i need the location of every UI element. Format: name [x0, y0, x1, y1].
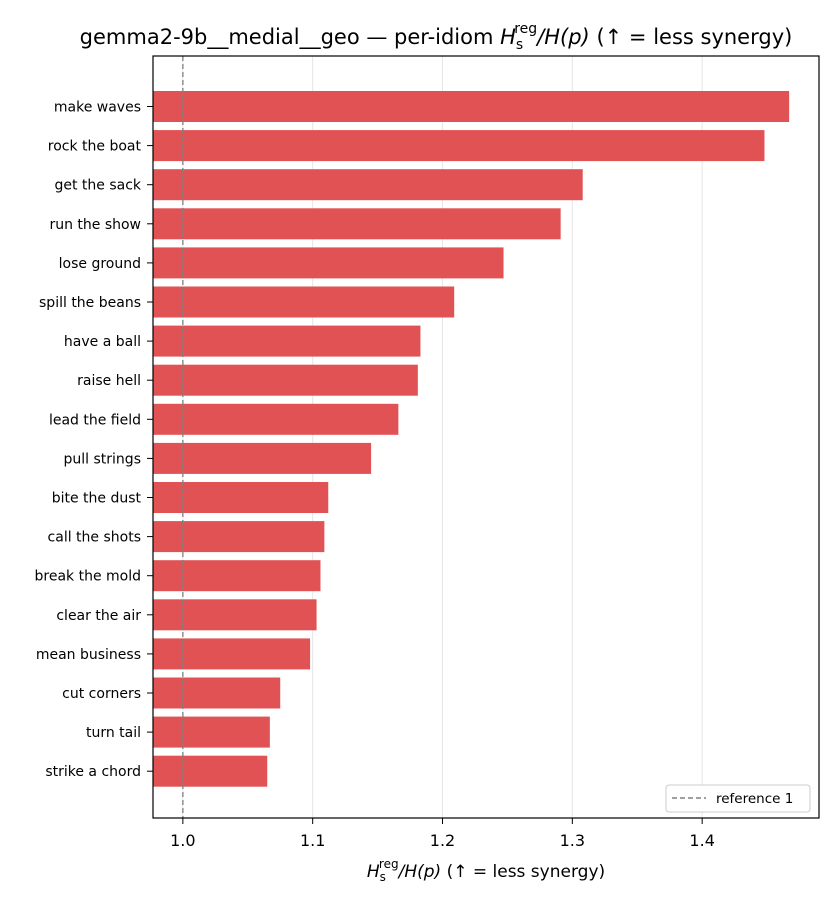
- bar: [153, 208, 561, 240]
- plot-frame: [152, 55, 820, 819]
- x-tick-label: 1.1: [300, 831, 325, 850]
- y-tick-label: run the show: [49, 217, 141, 233]
- bar: [153, 638, 311, 670]
- x-tick-label: 1.3: [560, 831, 585, 850]
- y-tick-label: lose ground: [59, 256, 141, 272]
- y-tick-label: get the sack: [54, 178, 141, 194]
- x-tick-label: 1.4: [689, 831, 714, 850]
- y-tick-label: make waves: [54, 100, 141, 116]
- y-tick-label: mean business: [36, 647, 141, 663]
- bar: [153, 403, 399, 435]
- bar: [153, 716, 270, 748]
- bar: [153, 364, 418, 396]
- x-axis-label: Hsreg/H(p) (↑ = less synergy): [367, 857, 605, 884]
- y-tick-label: break the mold: [35, 569, 142, 585]
- bar: [153, 169, 583, 201]
- y-tick-label: lead the field: [49, 412, 141, 428]
- legend-box: [665, 784, 811, 813]
- bar: [153, 442, 372, 474]
- y-tick-label: cut corners: [62, 686, 141, 702]
- bar: [153, 482, 329, 513]
- y-tick-label: rock the boat: [48, 139, 142, 155]
- bar: [153, 599, 317, 631]
- x-tick-label: 1.0: [170, 831, 195, 850]
- bar: [153, 755, 268, 787]
- y-tick-label: strike a chord: [45, 764, 141, 780]
- bar: [153, 91, 790, 122]
- x-tick-labels: 1.0 1.1 1.2 1.3 1.4: [170, 818, 715, 850]
- y-tick-label: raise hell: [77, 373, 141, 389]
- bar: [153, 247, 504, 279]
- bar: [153, 130, 765, 162]
- bar: [153, 560, 321, 592]
- y-tick-label: call the shots: [48, 530, 141, 546]
- y-tick-label: pull strings: [64, 451, 141, 467]
- chart-title: gemma2-9b__medial__geo — per-idiom Hsreg…: [80, 21, 793, 53]
- y-tick-label: spill the beans: [39, 295, 141, 311]
- y-tick-label: turn tail: [86, 725, 141, 741]
- x-tick-label: 1.2: [430, 831, 455, 850]
- bar: [153, 521, 325, 553]
- y-tick-label: clear the air: [56, 608, 141, 624]
- y-tick-label: have a ball: [64, 334, 141, 350]
- bar: [153, 677, 281, 709]
- bars: [153, 91, 790, 787]
- legend: reference 1: [665, 784, 811, 813]
- bar: [153, 325, 421, 357]
- y-tick-label: bite the dust: [52, 491, 142, 507]
- bar: [153, 286, 455, 318]
- y-tick-labels: make waves rock the boat get the sack run t…: [35, 100, 153, 780]
- legend-reference-label: reference 1: [716, 791, 793, 807]
